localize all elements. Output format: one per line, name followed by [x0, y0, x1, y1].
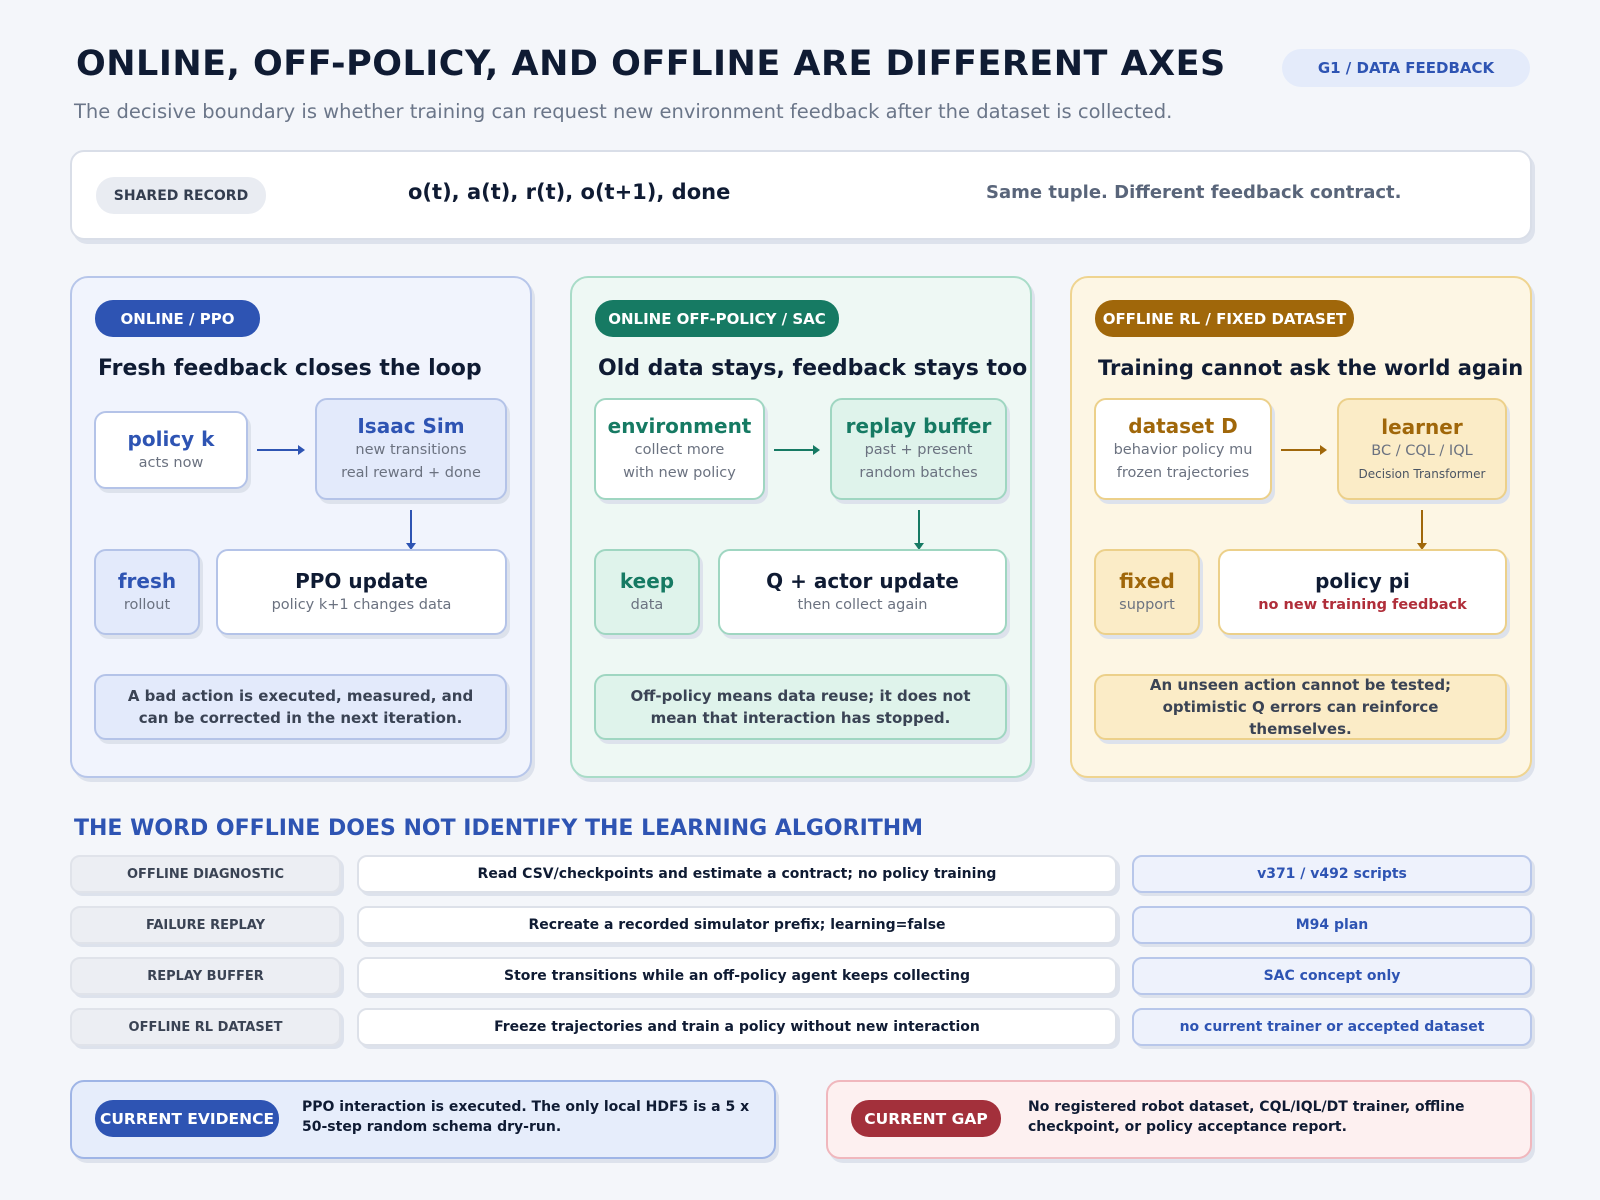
node-dataset-d: dataset D behavior policy mu frozen traj… [1094, 398, 1272, 500]
row-description: Freeze trajectories and train a policy w… [357, 1008, 1117, 1046]
arrow-down-icon [914, 510, 924, 550]
arrow-right-icon [257, 445, 305, 455]
node-title: fresh [117, 568, 177, 593]
panel-offpolicy-heading: Old data stays, feedback stays too [598, 356, 1028, 381]
row-label: OFFLINE DIAGNOSTIC [70, 855, 341, 893]
row-description: Recreate a recorded simulator prefix; le… [357, 906, 1117, 944]
shared-record-card [70, 150, 1532, 240]
node-replay-buffer: replay buffer past + present random batc… [830, 398, 1007, 500]
arrow-down-icon [406, 510, 416, 550]
node-subtitle: rollout [123, 596, 171, 613]
arrow-right-icon [774, 445, 820, 455]
row-description: Store transitions while an off-policy ag… [357, 957, 1117, 995]
shared-record-tag: SHARED RECORD [96, 177, 266, 214]
panel-offpolicy-tag: ONLINE OFF-POLICY / SAC [595, 300, 839, 337]
node-subtitle: then collect again [797, 596, 928, 613]
arrow-right-icon [1281, 445, 1327, 455]
row-label: OFFLINE RL DATASET [70, 1008, 341, 1046]
node-fresh-rollout: fresh rollout [94, 549, 200, 635]
row-label: REPLAY BUFFER [70, 957, 341, 995]
node-subtitle: collect more [634, 442, 725, 458]
header-tag: G1 / DATA FEEDBACK [1282, 49, 1530, 87]
panel-offline-heading: Training cannot ask the world again [1098, 356, 1524, 380]
node-subtitle: with new policy [623, 465, 736, 481]
current-gap-text: No registered robot dataset, CQL/IQL/DT … [1028, 1099, 1465, 1135]
row-label: FAILURE REPLAY [70, 906, 341, 944]
row-description: Read CSV/checkpoints and estimate a cont… [357, 855, 1117, 893]
node-subtitle: real reward + done [341, 465, 481, 481]
node-subtitle: support [1119, 596, 1175, 613]
node-subtitle: new transitions [355, 442, 467, 458]
node-subtitle: random batches [859, 465, 978, 481]
node-subtitle: frozen trajectories [1116, 465, 1250, 481]
node-subtitle: behavior policy mu [1113, 442, 1253, 458]
row-tag: v371 / v492 scripts [1132, 855, 1532, 893]
node-title: policy pi [1315, 568, 1410, 593]
node-learner: learner BC / CQL / IQL Decision Transfor… [1337, 398, 1507, 500]
node-warning: no new training feedback [1258, 596, 1467, 613]
row-tag: no current trainer or accepted dataset [1132, 1008, 1532, 1046]
node-title: PPO update [295, 568, 428, 593]
node-subtitle: data [630, 596, 664, 613]
node-title: learner [1381, 414, 1463, 439]
node-title: Q + actor update [766, 568, 959, 593]
current-evidence-text: PPO interaction is executed. The only lo… [302, 1099, 750, 1135]
node-title: keep [619, 568, 675, 593]
node-subtitle: acts now [138, 454, 204, 471]
page-title: ONLINE, OFF-POLICY, AND OFFLINE ARE DIFF… [76, 44, 1226, 84]
row-tag: SAC concept only [1132, 957, 1532, 995]
row-tag: M94 plan [1132, 906, 1532, 944]
panel-online-tag: ONLINE / PPO [95, 300, 260, 337]
node-policy-k: policy k acts now [94, 411, 248, 489]
node-q-actor-update: Q + actor update then collect again [718, 549, 1007, 635]
panel-offpolicy-note: Off-policy means data reuse; it does not… [594, 674, 1007, 740]
node-title: policy k [127, 426, 215, 451]
current-gap-tag: CURRENT GAP [851, 1100, 1001, 1137]
current-evidence-tag: CURRENT EVIDENCE [95, 1100, 279, 1137]
node-subtitle: policy k+1 changes data [271, 596, 452, 613]
page-subtitle: The decisive boundary is whether trainin… [74, 100, 1173, 123]
node-title: fixed [1119, 568, 1175, 593]
panel-online-note: A bad action is executed, measured, and … [94, 674, 507, 740]
node-environment: environment collect more with new policy [594, 398, 765, 500]
node-policy-pi: policy pi no new training feedback [1218, 549, 1507, 635]
panel-online-heading: Fresh feedback closes the loop [98, 356, 482, 381]
shared-record-tuple: o(t), a(t), r(t), o(t+1), done [408, 180, 731, 204]
arrow-down-icon [1417, 510, 1427, 550]
node-subtitle: past + present [864, 442, 973, 458]
node-subtitle: BC / CQL / IQL [1371, 442, 1473, 459]
current-gap-card [826, 1080, 1532, 1159]
panel-offline-tag: OFFLINE RL / FIXED DATASET [1095, 300, 1354, 337]
node-title: replay buffer [845, 414, 992, 438]
node-fixed-support: fixed support [1094, 549, 1200, 635]
node-subtitle: Decision Transformer [1358, 466, 1486, 481]
node-title: environment [607, 414, 752, 438]
section-title: THE WORD OFFLINE DOES NOT IDENTIFY THE L… [74, 816, 924, 841]
shared-record-note: Same tuple. Different feedback contract. [986, 182, 1402, 203]
node-title: Isaac Sim [357, 414, 465, 438]
node-keep-data: keep data [594, 549, 700, 635]
node-ppo-update: PPO update policy k+1 changes data [216, 549, 507, 635]
node-isaac-sim: Isaac Sim new transitions real reward + … [315, 398, 507, 500]
node-title: dataset D [1128, 414, 1238, 438]
panel-offline-note: An unseen action cannot be tested; optim… [1094, 674, 1507, 740]
